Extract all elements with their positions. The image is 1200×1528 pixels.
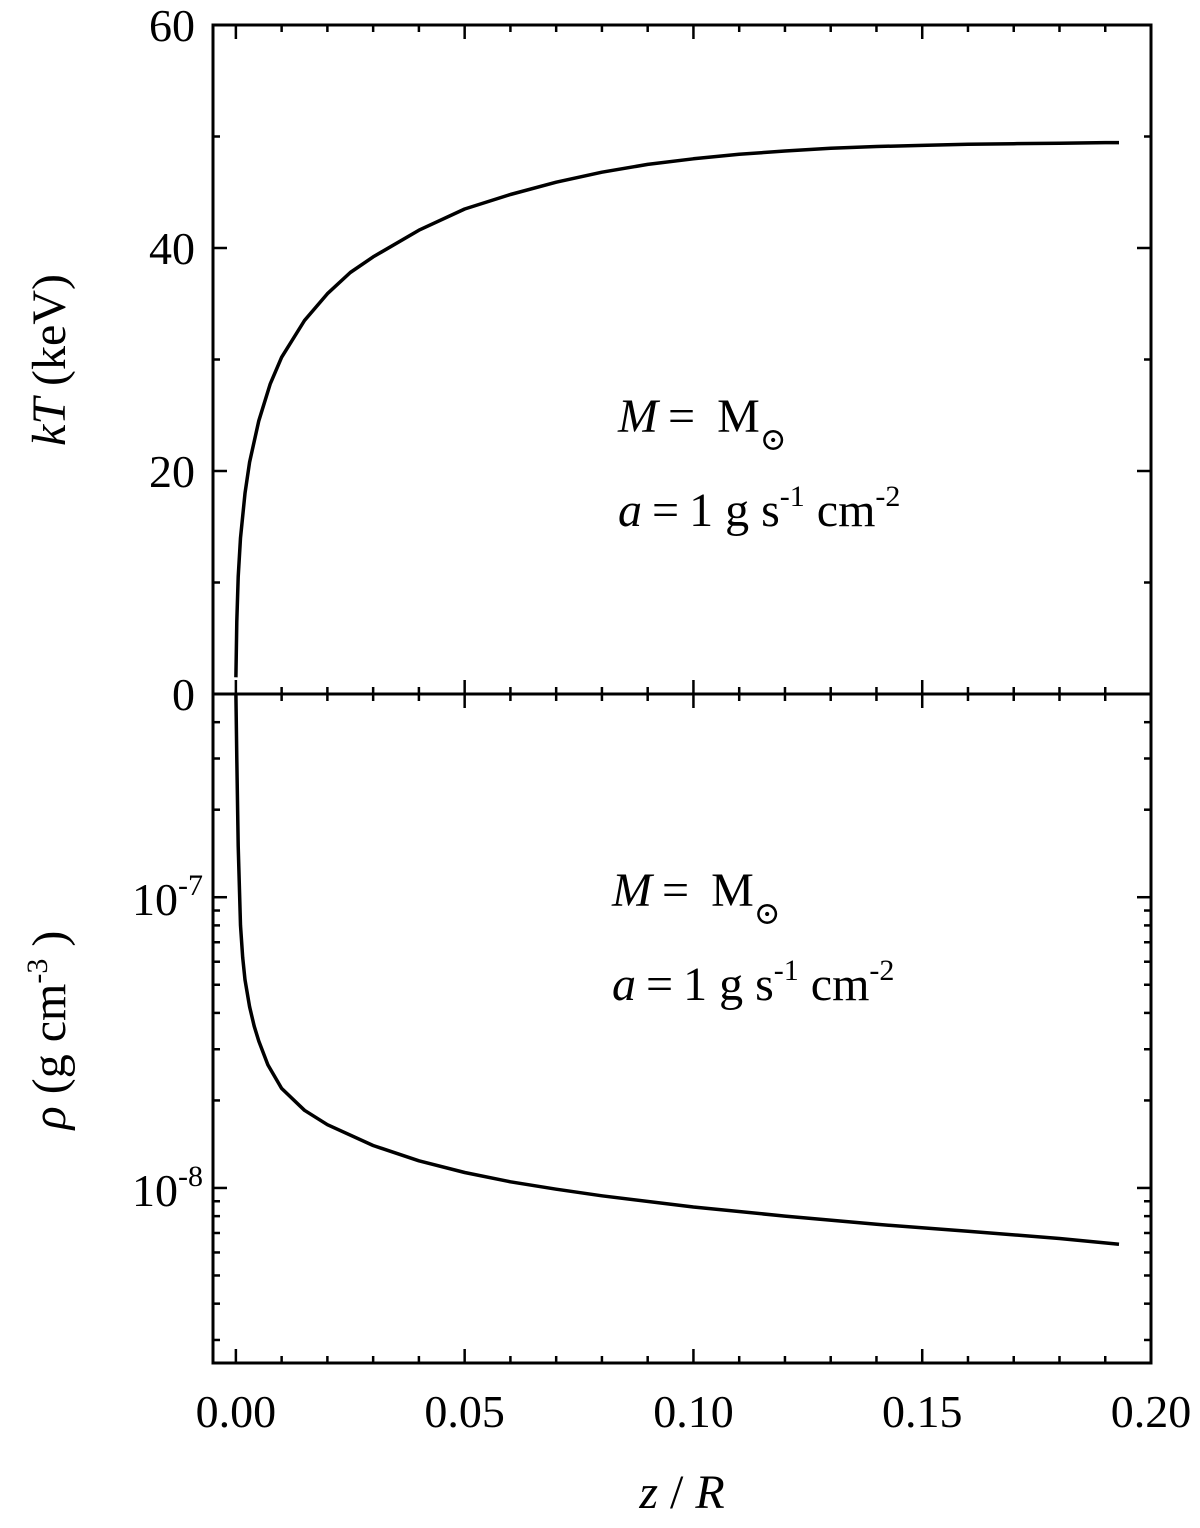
- bottom-y-axis-title: ρ (g cm-3 ): [21, 931, 76, 1132]
- bottom-y-axis-title-exp: -3: [21, 959, 54, 984]
- bottom-y-axis-title-close: ): [23, 931, 76, 959]
- tick-labels: 0.00 0.05 0.10 0.15 0.20 0 20 40 60 10-8 10-7: [132, 0, 1191, 1437]
- top-y-tick-label: 0: [172, 669, 195, 720]
- top-y-axis-title-unit: (keV): [23, 274, 76, 398]
- top-annotation-exp1: -1: [780, 480, 805, 513]
- x-tick-label: 0.20: [1111, 1386, 1192, 1437]
- x-tick-label: 0.10: [653, 1386, 734, 1437]
- bottom-panel-frame: [211, 692, 1153, 1365]
- x-axis-title-var2: R: [694, 1466, 724, 1519]
- top-y-axis-title-var: kT: [23, 395, 76, 446]
- axis-ticks: [213, 23, 1153, 1363]
- bottom-annotation-sun-symbol: ⊙: [754, 895, 781, 931]
- top-annotation-exp2: -2: [875, 480, 900, 513]
- top-annotation-mass-val: M: [717, 390, 760, 443]
- x-axis-title-sep: /: [658, 1466, 695, 1519]
- bottom-annotation-mass-val: M: [711, 864, 754, 917]
- bottom-y-axis-title-unit: (g cm: [23, 984, 76, 1107]
- data-series: [234, 140, 1120, 1247]
- top-annotation-unit: cm: [805, 484, 876, 537]
- top-annotation-line2: a = 1 g s-1 cm-2: [618, 480, 900, 537]
- top-annotation-eq1: =: [668, 390, 695, 443]
- temperature-curve: [234, 140, 1119, 678]
- top-annotation: M = M⊙ a = 1 g s-1 cm-2: [617, 390, 900, 537]
- bottom-annotation-eq1: =: [662, 864, 689, 917]
- bottom-annotation: M = M⊙ a = 1 g s-1 cm-2: [611, 864, 894, 1011]
- top-annotation-mass-var: M: [617, 390, 661, 443]
- x-tick-label: 0.15: [882, 1386, 963, 1437]
- bottom-annotation-mass-var: M: [611, 864, 655, 917]
- top-annotation-rate-var: a: [618, 484, 642, 537]
- top-annotation-line1: M = M⊙: [617, 390, 787, 457]
- top-y-tick-label: 20: [149, 446, 195, 497]
- x-axis-title: z / R: [638, 1466, 724, 1519]
- bottom-annotation-eq2: =: [646, 958, 673, 1011]
- bottom-annotation-line2: a = 1 g s-1 cm-2: [612, 954, 894, 1011]
- bottom-y-tick-label: 10-8: [132, 1160, 203, 1216]
- bottom-annotation-unit: cm: [799, 958, 870, 1011]
- top-y-axis-title: kT (keV): [23, 274, 76, 446]
- bottom-annotation-rate-var: a: [612, 958, 636, 1011]
- top-annotation-sun-symbol: ⊙: [760, 421, 787, 457]
- bottom-annotation-rate-num: 1 g s: [683, 958, 774, 1011]
- top-y-tick-label: 40: [149, 223, 195, 274]
- top-panel-frame: [211, 23, 1153, 696]
- x-tick-label: 0.05: [424, 1386, 505, 1437]
- density-curve: [234, 693, 1120, 1247]
- top-annotation-eq2: =: [652, 484, 679, 537]
- top-annotation-rate-num: 1 g s: [689, 484, 780, 537]
- bottom-annotation-exp1: -1: [774, 954, 799, 987]
- x-axis-title-var1: z: [638, 1466, 658, 1519]
- bottom-y-axis-title-var: ρ: [23, 1106, 76, 1131]
- x-tick-label: 0.00: [196, 1386, 277, 1437]
- bottom-annotation-line1: M = M⊙: [611, 864, 781, 931]
- bottom-y-tick-label: 10-7: [132, 869, 203, 925]
- bottom-annotation-exp2: -2: [869, 954, 894, 987]
- top-y-tick-label: 60: [149, 0, 195, 51]
